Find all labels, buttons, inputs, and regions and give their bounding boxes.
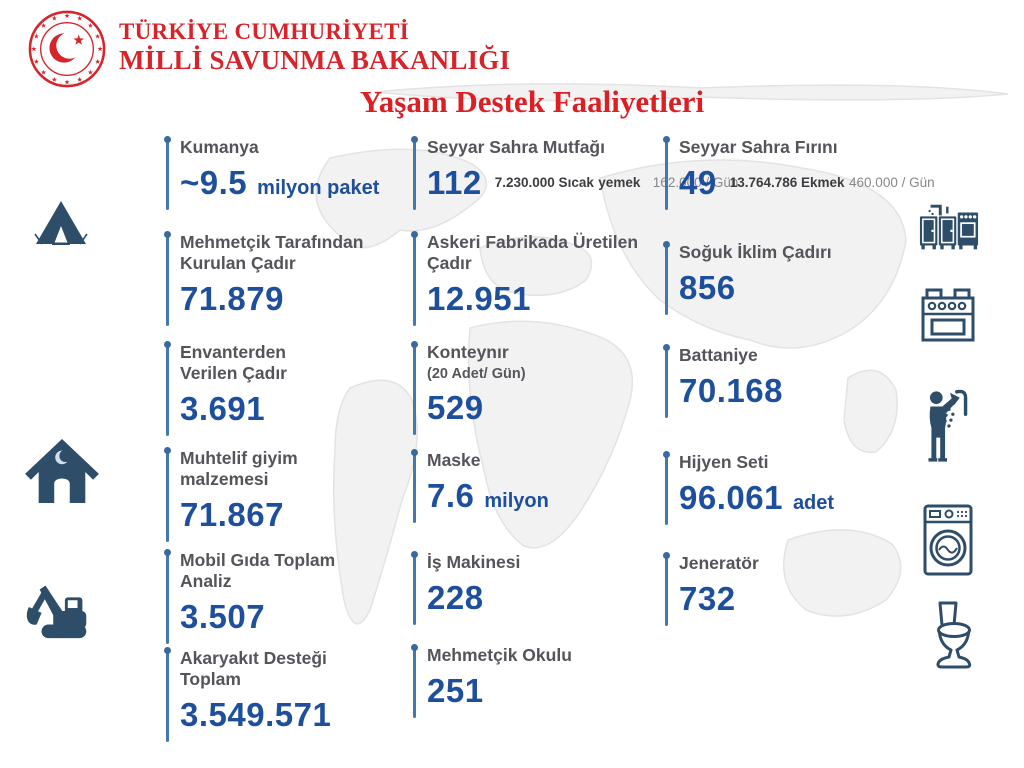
stat-value: 7.6 <box>427 477 475 514</box>
stat-pin-marker <box>164 549 171 644</box>
stat-label: Askeri Fabrikada Üretilen Çadır <box>427 232 639 273</box>
stat-side-line2-bold: yemek <box>598 175 641 190</box>
stat-value: 856 <box>679 269 736 306</box>
stat-pin-marker <box>164 447 171 542</box>
stat-side-line2: 162.000 / Gün <box>652 175 739 190</box>
stat-pin-marker <box>411 551 418 625</box>
stat-label: Soğuk İklim Çadırı <box>679 242 832 262</box>
stat-col2-item5: İş Makinesi 228 <box>411 551 668 625</box>
stat-label: Mehmetçik Tarafından Kurulan Çadır <box>180 232 364 273</box>
stat-pin-marker <box>164 136 171 210</box>
stat-col2-item1: Seyyar Sahra Mutfağı 112 7.230.000 Sıcak… <box>411 136 738 210</box>
stat-value: 228 <box>427 579 484 616</box>
stat-col1-item2: Mehmetçik Tarafından Kurulan Çadır 71.87… <box>164 231 386 326</box>
stat-label: Konteynır <box>427 342 509 362</box>
stat-value: 71.867 <box>180 496 284 533</box>
stat-value: 732 <box>679 580 736 617</box>
kitchen-unit-icon <box>919 204 979 250</box>
stat-pin-marker <box>663 552 670 626</box>
stat-col3-item1: Seyyar Sahra Fırını 49 13.764.786 Ekmek … <box>663 136 935 210</box>
stat-col3-item3: Battaniye 70.168 <box>663 344 915 418</box>
stat-label: Envanterden Verilen Çadır <box>180 342 287 383</box>
stat-col2-item4: Maske 7.6 milyon <box>411 449 668 523</box>
stat-sublabel: (20 Adet/ Gün) <box>427 366 526 382</box>
stat-pin-marker <box>164 231 171 326</box>
stat-value: 529 <box>427 389 484 426</box>
ministry-line2: MİLLİ SAVUNMA BAKANLIĞI <box>119 45 511 75</box>
stat-col2-item6: Mehmetçik Okulu 251 <box>411 644 668 718</box>
stat-col2-item3: Konteynır (20 Adet/ Gün) 529 <box>411 341 668 435</box>
stat-col3-item4: Hijyen Seti 96.061 adet <box>663 451 915 525</box>
stat-label: Hijyen Seti <box>679 452 769 472</box>
stat-col1-item6: Akaryakıt Desteği Toplam 3.549.571 <box>164 647 386 742</box>
stat-label: İş Makinesi <box>427 552 521 572</box>
ministry-line1: TÜRKİYE CUMHURİYETİ <box>119 19 410 44</box>
shower-icon <box>928 389 968 462</box>
stat-value: 49 <box>679 164 717 201</box>
stat-pin-marker <box>663 344 670 418</box>
stat-value: 70.168 <box>679 372 783 409</box>
stat-label: Battaniye <box>679 345 758 365</box>
stat-pin-marker <box>411 341 418 435</box>
stat-value: 96.061 <box>679 479 783 516</box>
stat-side-note: 7.230.000 Sıcak yemek 162.000 / Gün <box>495 175 739 191</box>
stat-value: 251 <box>427 672 484 709</box>
stat-pin-marker <box>164 647 171 742</box>
stat-value: ~9.5 <box>180 164 248 201</box>
stat-col3-item5: Jeneratör 732 <box>663 552 915 626</box>
stat-side-note: 13.764.786 Ekmek 460.000 / Gün <box>730 175 935 191</box>
stat-col1-item4: Muhtelif giyim malzemesi 71.867 <box>164 447 386 542</box>
page-title: Yaşam Destek Faaliyetleri <box>359 84 705 119</box>
stat-side-line1: 7.230.000 Sıcak <box>494 175 594 190</box>
stat-side-line1: 13.764.786 Ekmek <box>729 175 845 190</box>
stat-pin-marker <box>663 241 670 315</box>
stat-label: Akaryakıt Desteği Toplam <box>180 648 327 689</box>
excavator-icon <box>26 585 87 639</box>
stat-label: Seyyar Sahra Fırını <box>679 137 838 157</box>
stat-pin-marker <box>411 644 418 718</box>
ministry-name: TÜRKİYE CUMHURİYETİ MİLLİ SAVUNMA BAKANL… <box>119 18 510 76</box>
stat-label: Muhtelif giyim malzemesi <box>180 448 298 489</box>
stat-value: 112 <box>427 164 482 201</box>
stat-pin-marker <box>411 136 418 210</box>
stat-col1-item1: Kumanya ~9.5 milyon paket <box>164 136 386 210</box>
stat-pin-marker <box>411 231 418 326</box>
stat-pin-marker <box>663 451 670 525</box>
stat-value: 3.507 <box>180 598 266 635</box>
crescent-tent-icon <box>25 438 99 504</box>
stat-label: Mehmetçik Okulu <box>427 645 572 665</box>
stat-value: 71.879 <box>180 280 284 317</box>
stat-pin-marker <box>663 136 670 210</box>
stat-value: 12.951 <box>427 280 531 317</box>
stat-label: Jeneratör <box>679 553 759 573</box>
stat-unit: adet <box>792 492 835 514</box>
tent-icon <box>34 201 88 245</box>
stat-label: Seyyar Sahra Mutfağı <box>427 137 605 157</box>
stat-unit: milyon <box>484 490 549 512</box>
stat-value: 3.691 <box>180 390 266 427</box>
toilet-icon <box>936 601 972 669</box>
stat-side-line2: 460.000 / Gün <box>849 175 935 190</box>
oven-icon <box>921 288 975 342</box>
stat-col1-item3: Envanterden Verilen Çadır 3.691 <box>164 341 386 436</box>
stat-label: Mobil Gıda Toplam Analiz <box>180 550 336 591</box>
stat-pin-marker <box>411 449 418 523</box>
washing-machine-icon <box>923 504 973 576</box>
stat-label: Maske <box>427 450 481 470</box>
stat-unit: milyon paket <box>257 177 380 199</box>
stat-label: Kumanya <box>180 137 259 157</box>
msb-emblem-logo <box>28 10 106 88</box>
stat-value: 3.549.571 <box>180 696 332 733</box>
stat-col1-item5: Mobil Gıda Toplam Analiz 3.507 <box>164 549 386 644</box>
stat-col3-item2: Soğuk İklim Çadırı 856 <box>663 241 915 315</box>
stat-col2-item2: Askeri Fabrikada Üretilen Çadır 12.951 <box>411 231 668 326</box>
stat-pin-marker <box>164 341 171 436</box>
